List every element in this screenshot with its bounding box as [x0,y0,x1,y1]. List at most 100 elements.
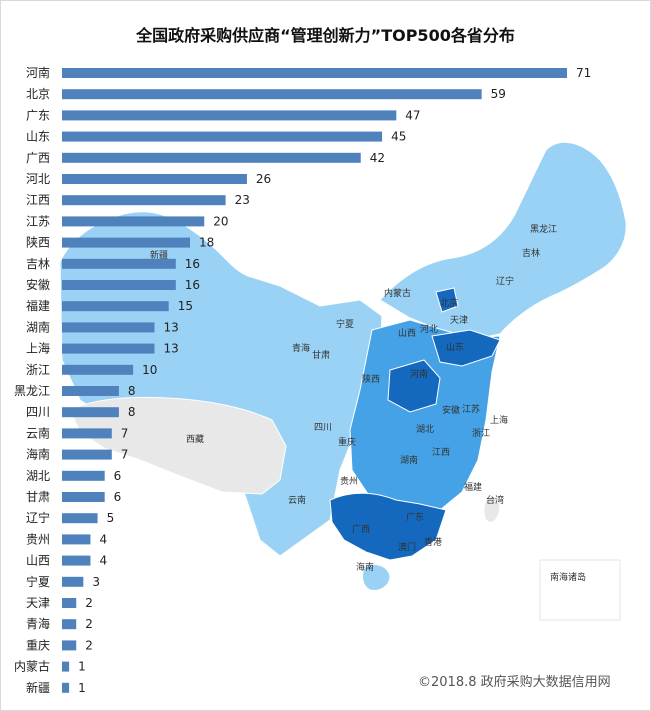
category-label: 陕西 [26,235,50,250]
category-label: 广东 [26,108,50,122]
category-label: 天津 [26,596,50,610]
value-label: 45 [391,130,406,144]
category-label: 福建 [26,298,50,313]
value-label: 26 [256,172,271,186]
map-province-label: 天津 [450,315,468,326]
map-province-label: 河北 [420,323,438,335]
map-province-label: 山西 [398,328,416,339]
category-label: 内蒙古 [14,659,50,674]
map-province-label: 青海 [292,342,310,354]
value-label: 5 [107,511,115,525]
bar [62,195,226,206]
value-label: 13 [163,320,178,334]
china-map [59,141,627,621]
value-label: 8 [128,384,136,398]
map-province-label: 西藏 [186,433,204,445]
category-label: 吉林 [26,257,50,271]
category-label: 甘肃 [26,490,50,504]
bar [62,470,105,481]
value-label: 10 [142,363,157,377]
map-south-sea-inset [539,559,621,621]
map-region-north [379,141,627,341]
map-province-label: 广东 [406,511,424,523]
bar [62,386,119,396]
value-label: 18 [199,236,214,250]
map-province-label: 云南 [288,494,306,506]
bar [62,89,482,100]
map-province-label: 广西 [352,523,370,535]
value-label: 4 [99,532,107,546]
bar [62,492,105,502]
category-label: 浙江 [26,363,50,377]
bar [62,216,205,227]
map-region-henan [387,359,441,413]
category-label: 广西 [26,151,50,165]
value-label: 42 [370,151,385,165]
bar [62,343,155,354]
chart-title: 全国政府采购供应商“管理创新力”TOP500各省分布 [136,26,515,45]
map-province-label: 宁夏 [336,318,354,330]
category-label: 北京 [26,87,50,101]
category-label: 黑龙江 [14,384,50,398]
value-label: 6 [114,469,122,483]
bar [62,258,176,269]
category-label: 辽宁 [26,510,50,525]
map-province-label: 四川 [314,423,332,433]
map-province-label: 湖南 [400,454,418,466]
bar [62,428,112,439]
value-label: 4 [99,554,107,568]
map-province-label: 浙江 [472,427,490,439]
category-label: 上海 [26,341,50,356]
map-province-label: 台湾 [486,494,504,506]
bar [62,364,134,375]
category-label: 新疆 [26,680,50,695]
category-label: 河北 [26,172,50,186]
map-province-label: 内蒙古 [384,287,411,299]
bar [62,619,77,630]
map-province-label: 贵州 [340,475,358,487]
bar [62,598,77,608]
bar [62,661,70,672]
map-province-label: 江西 [432,447,450,458]
bar [62,301,169,312]
value-label: 6 [114,490,122,504]
category-label: 湖南 [26,319,50,334]
bar [62,152,361,163]
map-province-label: 山东 [446,341,464,353]
map-province-label: 江苏 [462,403,480,415]
map-province-label: 北京 [440,297,458,309]
category-label: 江西 [26,193,50,207]
value-label: 13 [163,342,178,356]
category-label: 宁夏 [26,574,50,589]
value-label: 59 [491,87,506,101]
category-label: 重庆 [26,638,50,652]
value-label: 16 [185,257,200,271]
map-region-beijing [435,287,459,313]
map-province-label: 重庆 [338,436,356,448]
category-label: 河南 [26,65,50,80]
category-label: 湖北 [26,468,50,483]
bar [62,682,70,693]
map-province-label: 海南 [356,561,374,573]
bar [62,576,84,587]
bar [62,131,383,142]
map-province-label: 上海 [490,414,508,426]
map-province-label: 香港 [424,536,442,548]
map-province-label: 新疆 [150,249,168,261]
value-label: 8 [128,405,136,419]
map-region-xizang [69,396,287,495]
map-province-label: 湖北 [416,424,434,435]
map-province-label: 安徽 [442,404,460,416]
category-label: 山东 [26,130,50,144]
map-province-label: 南海诸岛 [550,571,586,583]
value-label: 47 [405,108,420,122]
map-region-taiwan [483,495,501,523]
category-label: 山西 [26,554,50,568]
bar [62,407,119,418]
map-province-label: 福建 [464,481,482,493]
map-province-label: 陕西 [362,373,380,385]
category-label: 海南 [26,447,50,462]
category-label: 云南 [26,425,50,440]
